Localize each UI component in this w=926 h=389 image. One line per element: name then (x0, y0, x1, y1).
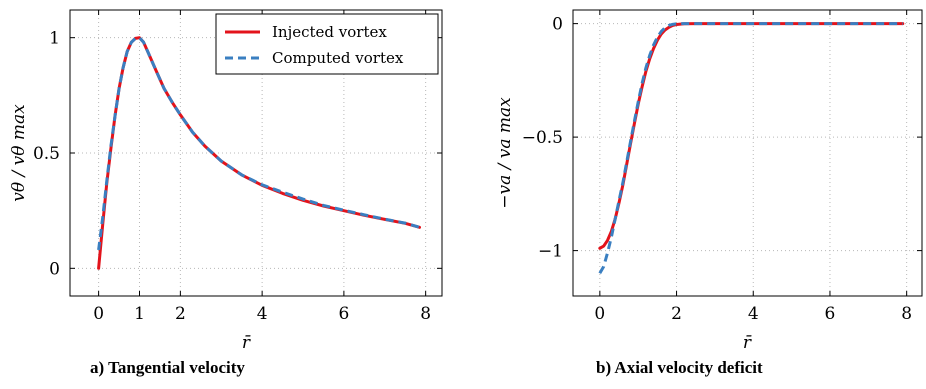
y-tick-label-b-2: −1 (538, 242, 563, 262)
caption-a: a) Tangential velocity (90, 358, 245, 377)
x-tick-label-b-1: 2 (671, 304, 682, 324)
legend: Injected vortex Computed vortex (215, 13, 439, 75)
y-tick-label-a-2: 1 (49, 29, 60, 49)
legend-injected-label: Injected vortex (272, 23, 387, 41)
legend-box (215, 13, 439, 75)
y-tick-label-b-1: −0.5 (522, 128, 563, 148)
x-tick-label-a-3: 4 (257, 304, 268, 324)
y-tick-label-a-0: 0 (49, 259, 60, 279)
ticks-b: 0 2 4 6 8 0 −0.5 −1 (522, 10, 922, 324)
x-tick-label-b-2: 4 (748, 304, 759, 324)
grid-b (573, 10, 922, 296)
plot-frame-a (69, 9, 443, 297)
caption-b: b) Axial velocity deficit (596, 358, 763, 377)
plot-frame-b (572, 9, 923, 297)
computed-vortex-line-a (97, 36, 420, 251)
y-tick-label-a-1: 0.5 (33, 144, 60, 164)
chart-b: 0 2 4 6 8 0 −0.5 −1 r̄ −va / va max (495, 9, 923, 353)
x-tick-label-a-1: 1 (134, 304, 145, 324)
injected-vortex-line-b (598, 22, 905, 250)
legend-computed-label: Computed vortex (272, 49, 404, 67)
x-tick-label-b-4: 8 (901, 304, 912, 324)
x-tick-label-a-0: 0 (93, 304, 104, 324)
x-tick-label-a-4: 6 (338, 304, 349, 324)
series-a (97, 36, 421, 270)
x-tick-label-a-5: 8 (420, 304, 431, 324)
x-tick-label-b-0: 0 (594, 304, 605, 324)
x-axis-label-b: r̄ (743, 333, 752, 353)
y-tick-label-b-0: 0 (552, 15, 563, 35)
x-axis-label-a: r̄ (242, 333, 251, 353)
y-axis-label-b: −va / va max (495, 97, 515, 209)
series-b (598, 22, 905, 275)
y-axis-label-a: vθ / vθ max (9, 104, 29, 202)
chart-a: 0 1 2 4 6 8 0 0.5 1 r̄ vθ / vθ max Injected vort… (9, 9, 443, 353)
x-tick-label-b-3: 6 (825, 304, 836, 324)
computed-vortex-line-b (598, 22, 903, 275)
x-tick-label-a-2: 2 (175, 304, 186, 324)
